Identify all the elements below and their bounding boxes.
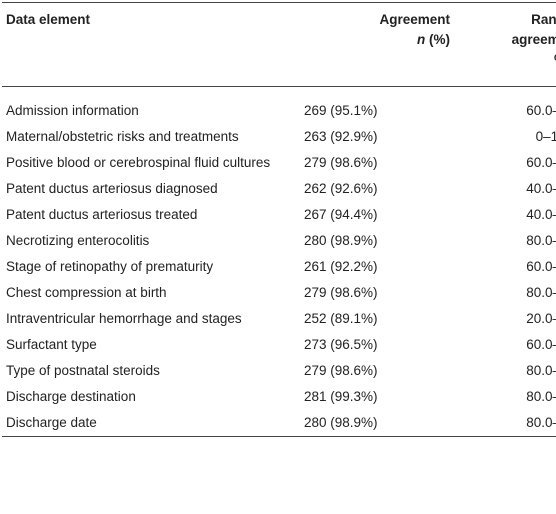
table-row: Stage of retinopathy of prematurity 261 (…: [2, 254, 556, 280]
header-cell: Agreement n (%): [300, 3, 504, 87]
table-cell: Patent ductus arteriosus treated: [6, 207, 198, 222]
header-row: Data element Agreement n (%) Range of ag…: [2, 2, 556, 87]
table-row: Discharge destination 281 (99.3%) 80.0–100…: [2, 384, 556, 410]
table-cell: 80.0–100.0: [526, 363, 556, 378]
table-cell: 40.0–100.0: [526, 207, 556, 222]
table-cell: Patent ductus arteriosus diagnosed: [6, 181, 218, 196]
header-line: agreement rate: [511, 32, 556, 47]
table-cell: 280 (98.9%): [304, 415, 378, 430]
header-text: (%): [425, 32, 450, 47]
table-cell: 263 (92.9%): [304, 129, 378, 144]
table-cell: 60.0–100.0: [526, 259, 556, 274]
table-cell: 280 (98.9%): [304, 233, 378, 248]
header-line: %: [508, 50, 556, 70]
table-cell: 281 (99.3%): [304, 389, 378, 404]
header-line: n (%): [304, 30, 450, 50]
table-cell: Admission information: [6, 103, 139, 118]
table-cell: 20.0–100.0: [526, 311, 556, 326]
table-cell: Surfactant type: [6, 337, 97, 352]
table-cell: 269 (95.1%): [304, 103, 378, 118]
table-cell: Positive blood or cerebrospinal fluid cu…: [6, 155, 271, 170]
table-cell: 60.0–100.0: [526, 337, 556, 352]
table-row: Patent ductus arteriosus treated 267 (94.…: [2, 202, 556, 228]
table-cell: 279 (98.6%): [304, 155, 378, 170]
table-cell: Intraventricular hemorrhage and stages: [6, 311, 242, 326]
table-row: Chest compression at birth 279 (98.6%) 80.…: [2, 280, 556, 306]
table-row: Intraventricular hemorrhage and stages 25…: [2, 306, 556, 332]
table-row: Patent ductus arteriosus diagnosed 262 (9…: [2, 176, 556, 202]
table-cell: 279 (98.6%): [304, 363, 378, 378]
table-cell: 273 (96.5%): [304, 337, 378, 352]
data-table: Data element Agreement n (%) Range of ag…: [2, 2, 556, 437]
table-body: Admission information 269 (95.1%) 60.0–100…: [2, 87, 556, 437]
table-cell: Chest compression at birth: [6, 285, 167, 300]
table-cell: 0–100.0: [535, 129, 556, 144]
table-cell: 40.0–100.0: [526, 181, 556, 196]
header-italic: n: [417, 32, 426, 47]
table-row: Necrotizing enterocolitis 280 (98.9%) 80.0…: [2, 228, 556, 254]
table-cell: Necrotizing enterocolitis: [6, 233, 150, 248]
table-cell: 60.0–100.0: [526, 155, 556, 170]
header-cell: Data element: [6, 12, 91, 27]
table-row: Admission information 269 (95.1%) 60.0–100…: [2, 87, 556, 125]
table-cell: Stage of retinopathy of prematurity: [6, 259, 214, 274]
table-cell: 252 (89.1%): [304, 311, 378, 326]
table-cell: 279 (98.6%): [304, 285, 378, 300]
header-line: Range of: [531, 12, 556, 27]
table-cell: 80.0–100.0: [526, 233, 556, 248]
table-cell: 262 (92.6%): [304, 181, 378, 196]
table-row: Positive blood or cerebrospinal fluid cu…: [2, 150, 556, 176]
table-cell: 80.0–100.0: [526, 389, 556, 404]
table-cell: 267 (94.4%): [304, 207, 378, 222]
table-cell: 60.0–100.0: [526, 103, 556, 118]
table-cell: Maternal/obstetric risks and treatments: [6, 129, 239, 144]
table-cell: 80.0–100.0: [526, 285, 556, 300]
table-row: Discharge date 280 (98.9%) 80.0–100.0: [2, 410, 556, 437]
header-line: Agreement: [379, 12, 450, 27]
table-cell: Discharge destination: [6, 389, 136, 404]
header-cell: Range of agreement rate %: [504, 3, 556, 87]
table-cell: Discharge date: [6, 415, 97, 430]
table-cell: 80.0–100.0: [526, 415, 556, 430]
table-row: Type of postnatal steroids 279 (98.6%) 80.…: [2, 358, 556, 384]
table-row: Surfactant type 273 (96.5%) 60.0–100.0: [2, 332, 556, 358]
table-cell: Type of postnatal steroids: [6, 363, 160, 378]
table-row: Maternal/obstetric risks and treatments 2…: [2, 124, 556, 150]
table-cell: 261 (92.2%): [304, 259, 378, 274]
